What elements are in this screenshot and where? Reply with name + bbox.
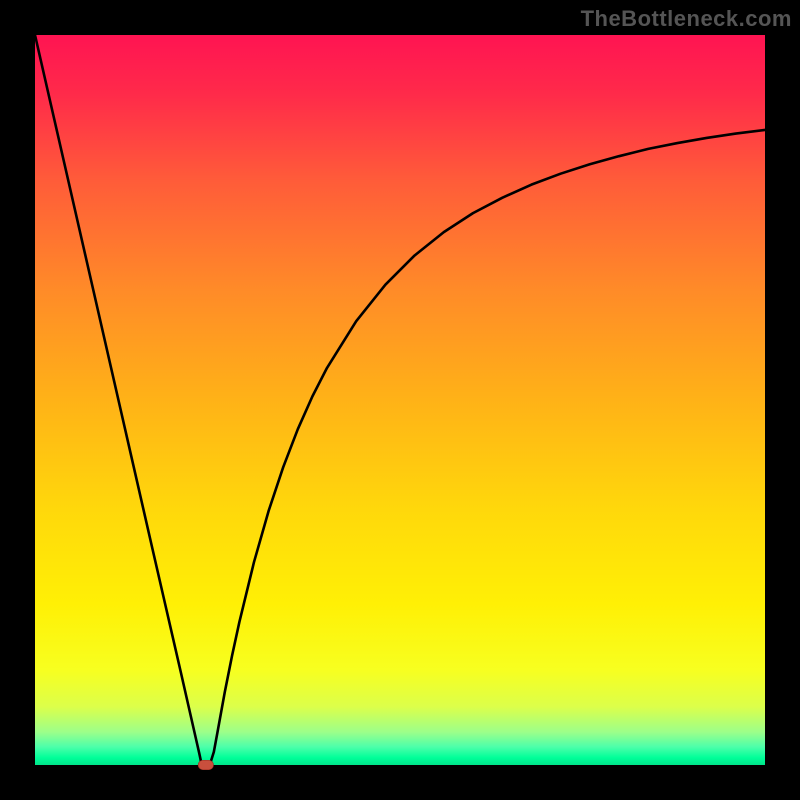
watermark-label: TheBottleneck.com	[581, 6, 792, 32]
curve-line	[35, 35, 765, 765]
image-root: TheBottleneck.com	[0, 0, 800, 800]
chart-svg	[0, 0, 800, 800]
minimum-marker	[198, 760, 213, 769]
